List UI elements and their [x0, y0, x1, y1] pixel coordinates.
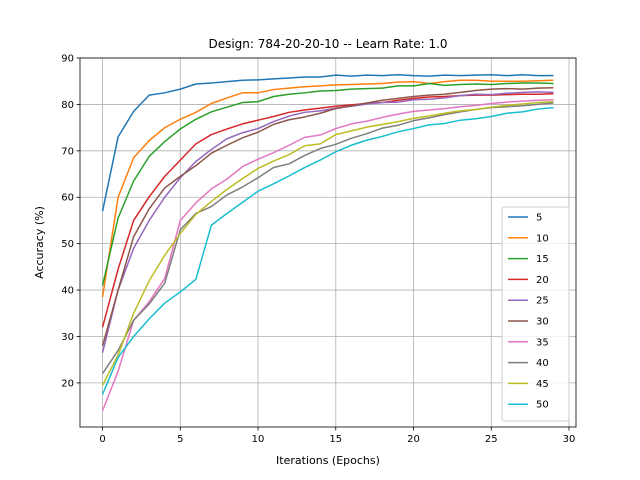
legend: 5 10 15 20 25 30 35 40 45 50	[501, 206, 570, 422]
x-axis-label: Iterations (Epochs)	[276, 454, 380, 467]
series-line-20	[101, 92, 554, 328]
legend-label: 25	[536, 296, 549, 307]
x-tick-label: 10	[252, 434, 265, 445]
series-line-50	[101, 106, 554, 395]
series-line-10	[101, 79, 554, 298]
y-tick-label: 40	[61, 286, 74, 297]
legend-label: 50	[536, 400, 549, 411]
series-line-5	[101, 73, 554, 212]
y-tick-label: 20	[61, 378, 74, 389]
x-tick-label: 15	[329, 434, 342, 445]
legend-frame	[501, 206, 570, 422]
x-tick-label: 20	[407, 434, 420, 445]
legend-label: 10	[536, 233, 549, 244]
y-tick-label: 90	[61, 54, 74, 65]
axis-ticks: 0 5 10 15 20 25 30 20 30 40 50 60 70 80 90	[61, 54, 575, 446]
legend-label: 35	[536, 337, 549, 348]
chart-title: Design: 784-20-20-10 -- Learn Rate: 1.0	[208, 37, 447, 51]
series-line-25	[101, 91, 554, 353]
series-line-35	[101, 99, 554, 412]
x-tick-label: 5	[177, 434, 183, 445]
y-tick-label: 50	[61, 239, 74, 250]
y-axis-label: Accuracy (%)	[33, 206, 46, 279]
x-tick-label: 30	[563, 434, 576, 445]
x-tick-label: 0	[99, 434, 105, 445]
y-tick-label: 70	[61, 146, 74, 157]
legend-label: 15	[536, 254, 549, 265]
y-tick-label: 30	[61, 332, 74, 343]
legend-label: 20	[536, 275, 549, 286]
y-tick-label: 60	[61, 193, 74, 204]
legend-label: 45	[536, 379, 549, 390]
series-lines	[101, 73, 554, 412]
legend-label: 5	[536, 213, 542, 224]
series-line-30	[101, 86, 554, 346]
legend-label: 30	[536, 317, 549, 328]
plot-frame	[79, 57, 577, 428]
legend-label: 40	[536, 358, 549, 369]
series-line-15	[101, 82, 554, 286]
y-tick-label: 80	[61, 100, 74, 111]
series-line-45	[101, 100, 554, 386]
x-tick-label: 25	[485, 434, 498, 445]
